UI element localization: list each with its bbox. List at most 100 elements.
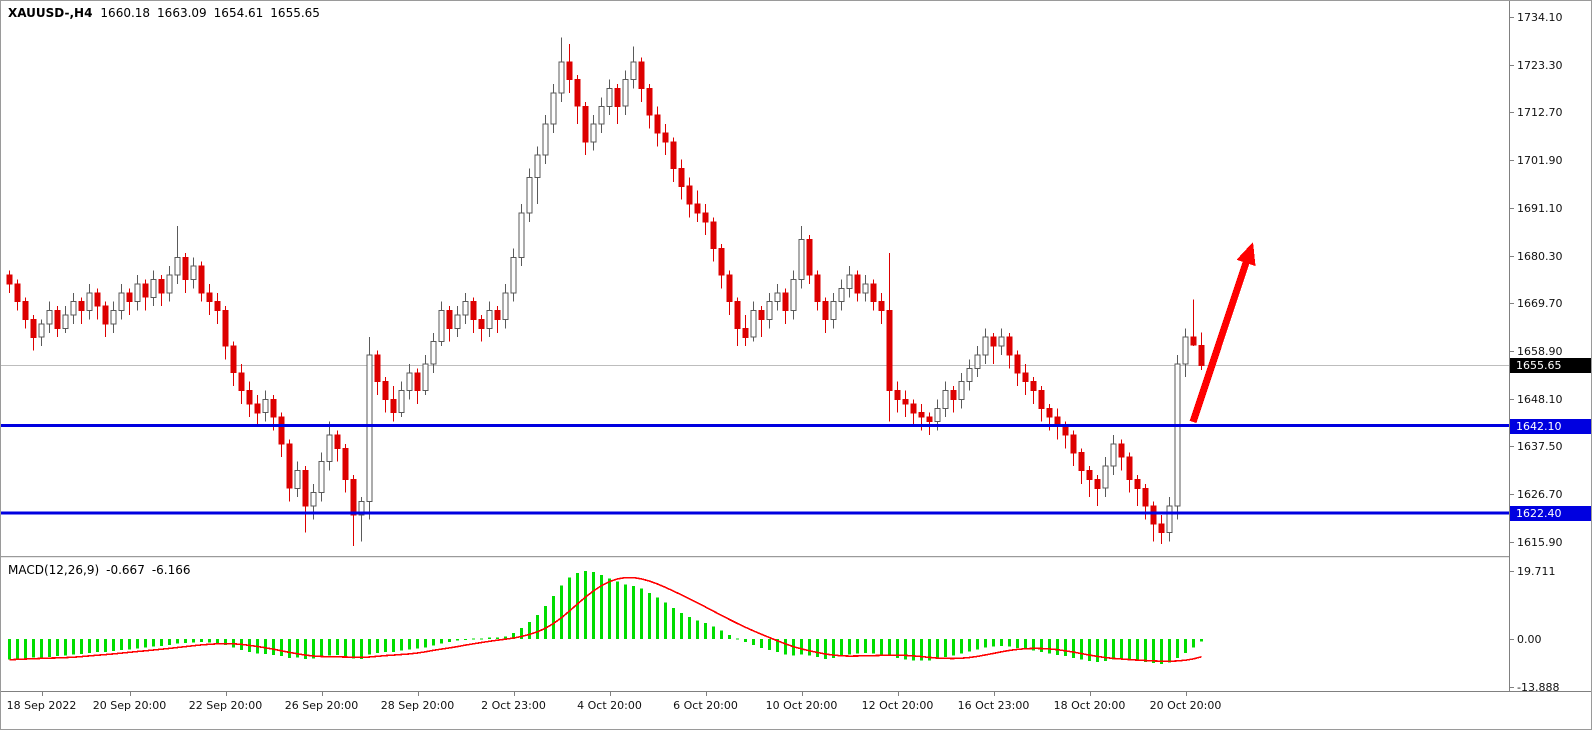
macd-histogram-bar — [768, 639, 771, 650]
macd-histogram-bar — [1152, 639, 1155, 664]
macd-histogram-bar — [112, 639, 115, 652]
macd-histogram-bar — [1032, 639, 1035, 651]
candle-body — [398, 390, 405, 414]
candle-body — [22, 301, 29, 321]
axis-tick — [1510, 351, 1514, 352]
symbol-timeframe: XAUUSD-,H4 — [8, 6, 93, 20]
macd-chart[interactable] — [1, 558, 1509, 691]
candle-body — [798, 239, 805, 280]
macd-histogram-bar — [80, 639, 83, 654]
macd-histogram-bar — [808, 639, 811, 656]
candle-body — [54, 310, 61, 329]
macd-histogram-bar — [320, 639, 323, 657]
macd-histogram-bar — [880, 639, 883, 655]
candle-body — [590, 123, 597, 143]
candle-body — [342, 447, 349, 480]
candle-body — [374, 354, 381, 383]
candle-body — [230, 345, 237, 374]
candle-body — [430, 341, 437, 365]
candle-body — [70, 301, 77, 316]
trend-arrow-head[interactable] — [1236, 242, 1256, 266]
candle-body — [718, 247, 725, 276]
axis-tick — [1510, 255, 1514, 257]
macd-histogram-bar — [384, 639, 387, 653]
candle-body — [886, 310, 893, 392]
candle-body — [494, 310, 501, 321]
candle-body — [710, 221, 717, 249]
macd-histogram-bar — [728, 634, 731, 639]
time-axis-label: 20 Sep 20:00 — [92, 699, 167, 712]
candle-body — [1062, 425, 1069, 436]
candle-body — [262, 398, 269, 414]
candle-body — [894, 390, 901, 400]
axis-tick — [1510, 303, 1514, 305]
candle-body — [486, 310, 493, 329]
macd-histogram-bar — [760, 639, 763, 648]
candle-body — [862, 283, 869, 294]
candle-body — [686, 185, 693, 205]
macd-histogram-bar — [344, 639, 347, 657]
axis-tick — [1510, 398, 1514, 400]
macd-histogram-bar — [1168, 639, 1171, 663]
macd-histogram-bar — [1136, 639, 1139, 661]
macd-histogram-bar — [1072, 639, 1075, 658]
macd-histogram-bar — [832, 639, 835, 658]
candle-body — [758, 310, 765, 321]
macd-histogram-bar — [952, 639, 955, 656]
candle-body — [846, 274, 853, 289]
price-axis[interactable]: 1655.65 1642.10 1622.40 1734.10 1723.30 17… — [1509, 1, 1591, 694]
candlestick-chart[interactable] — [1, 1, 1509, 557]
candle-body — [302, 470, 309, 507]
candle-body — [38, 323, 45, 338]
macd-histogram-bar — [392, 639, 395, 652]
macd-histogram-bar — [176, 639, 179, 644]
candle-body — [902, 398, 909, 405]
candle-body — [670, 141, 677, 169]
macd-histogram-bar — [912, 639, 915, 661]
macd-histogram-bar — [272, 639, 275, 655]
macd-histogram-bar — [136, 639, 139, 649]
macd-histogram-bar — [688, 616, 691, 639]
axis-tick — [801, 692, 803, 696]
current-price-tag: 1655.65 — [1510, 358, 1591, 374]
macd-histogram-bar — [64, 639, 67, 656]
candle-body — [182, 256, 189, 280]
price-axis-label: 1669.70 — [1517, 297, 1563, 311]
macd-histogram-bar — [544, 606, 547, 639]
candle-body — [406, 372, 413, 392]
candle-body — [614, 88, 621, 107]
macd-histogram-bar — [936, 639, 939, 659]
candle-body — [782, 292, 789, 312]
axis-tick — [1510, 686, 1514, 688]
candle-body — [1166, 505, 1173, 534]
candle-body — [1070, 434, 1077, 454]
candle-body — [838, 287, 845, 303]
macd-histogram-bar — [472, 638, 475, 640]
macd-histogram-bar — [56, 639, 59, 657]
time-axis[interactable]: 18 Sep 2022 20 Sep 20:00 22 Sep 20:00 26 Se… — [1, 691, 1591, 729]
axis-tick — [1510, 112, 1514, 114]
macd-histogram-bar — [304, 639, 307, 659]
pane-splitter[interactable] — [1, 556, 1591, 558]
macd-histogram-bar — [552, 595, 555, 639]
macd-histogram-bar — [944, 639, 947, 657]
candle-body — [654, 114, 661, 134]
candle-body — [454, 314, 461, 329]
axis-tick — [1510, 17, 1514, 18]
macd-histogram-bar — [864, 639, 867, 653]
price-axis-label: 1626.70 — [1517, 488, 1563, 502]
candle-body — [310, 492, 317, 507]
axis-tick — [897, 692, 899, 696]
candle-body — [1190, 336, 1197, 346]
candle-body — [358, 501, 365, 516]
candle-body — [1094, 478, 1101, 489]
macd-histogram-bar — [704, 623, 707, 639]
candle-body — [30, 319, 37, 338]
trend-arrow-shaft[interactable] — [1189, 261, 1250, 424]
macd-histogram-bar — [1200, 639, 1203, 642]
candle-body — [1118, 443, 1125, 458]
macd-histogram-bar — [464, 639, 467, 640]
macd-histogram-bar — [352, 639, 355, 659]
macd-histogram-bar — [1024, 639, 1027, 650]
macd-histogram-bar — [592, 572, 595, 639]
